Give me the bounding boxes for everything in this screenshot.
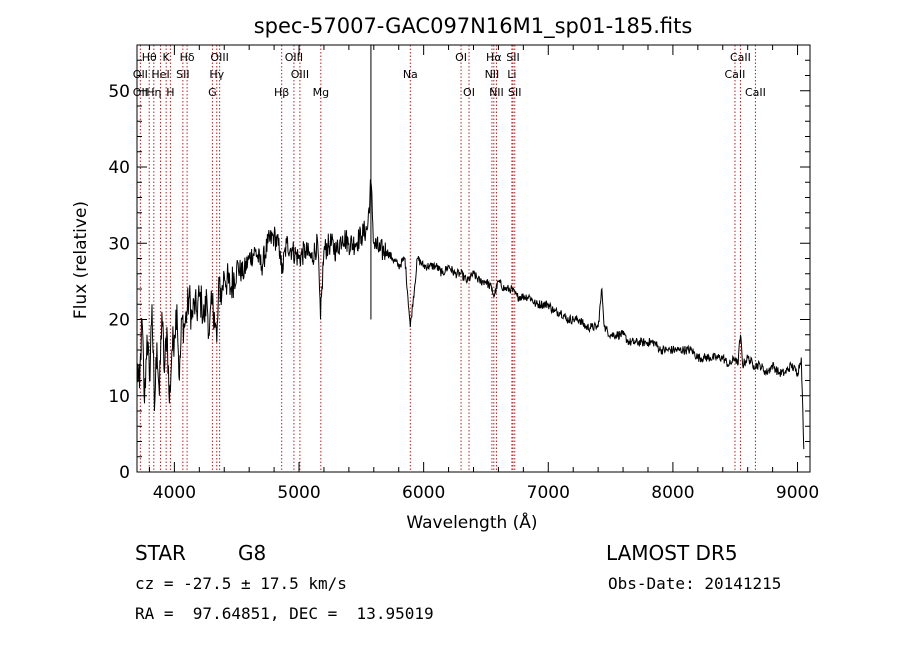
- line-label: Mg: [313, 86, 329, 99]
- line-label: Hγ: [209, 68, 224, 81]
- survey-name: LAMOST DR5: [606, 541, 738, 565]
- y-tick-label: 0: [119, 463, 130, 483]
- x-tick-label: 5000: [277, 483, 320, 503]
- object-subclass: G8: [238, 541, 267, 565]
- line-label: NII: [489, 86, 504, 99]
- line-label: Li: [507, 68, 516, 81]
- sky-coordinates: RA = 97.64851, DEC = 13.95019: [135, 604, 434, 623]
- y-tick-label: 20: [108, 311, 130, 331]
- spectrum-line: [136, 179, 805, 450]
- line-label: OII: [133, 68, 148, 81]
- line-label: OI: [463, 86, 475, 99]
- line-label: Na: [403, 68, 418, 81]
- x-axis-label: Wavelength (Å): [406, 511, 537, 533]
- observation-date: Obs-Date: 20141215: [608, 574, 782, 593]
- x-tick-label: 8000: [651, 483, 694, 503]
- y-axis-label: Flux (relative): [71, 201, 91, 319]
- object-class: STAR: [135, 541, 186, 565]
- y-tick-label: 10: [108, 387, 130, 407]
- line-label: OIII: [285, 51, 303, 64]
- x-tick-label: 9000: [776, 483, 819, 503]
- line-label: K: [163, 51, 171, 64]
- emission-line-markers: [139, 45, 756, 472]
- line-label: SII: [508, 86, 521, 99]
- line-label: CaII: [725, 68, 746, 81]
- line-label: SII: [506, 51, 519, 64]
- line-label: Hη: [146, 86, 161, 99]
- y-tick-label: 50: [108, 82, 130, 102]
- line-label: OIII: [210, 51, 228, 64]
- line-label: CaII: [730, 51, 751, 64]
- y-tick-label: 30: [108, 234, 130, 254]
- x-tick-label: 4000: [153, 483, 196, 503]
- plot-frame: [136, 44, 811, 473]
- line-label: NII: [485, 68, 500, 81]
- line-label: Hδ: [180, 51, 195, 64]
- line-label: Hα: [486, 51, 502, 64]
- y-axis-ticks: 0 10 20 30 40 50: [108, 59, 810, 483]
- chart-title: spec-57007-GAC097N16M1_sp01-185.fits: [254, 14, 693, 39]
- line-label: SII: [176, 68, 189, 81]
- line-label: CaII: [745, 86, 766, 99]
- x-tick-label: 7000: [527, 483, 570, 503]
- line-label: OIII: [291, 68, 309, 81]
- redshift-velocity: cz = -27.5 ± 17.5 km/s: [135, 574, 347, 593]
- y-tick-label: 40: [108, 158, 130, 178]
- line-label: Hθ: [142, 51, 157, 64]
- spectrum-chart: spec-57007-GAC097N16M1_sp01-185.fits Hθ O…: [71, 14, 819, 533]
- line-label: H: [166, 86, 174, 99]
- line-label: OI: [455, 51, 467, 64]
- line-label: HeI: [151, 68, 169, 81]
- line-label: G: [208, 86, 217, 99]
- line-label: Hβ: [274, 86, 289, 99]
- x-tick-label: 6000: [402, 483, 445, 503]
- x-axis-ticks: 4000 5000 6000 7000 8000 9000: [148, 45, 819, 503]
